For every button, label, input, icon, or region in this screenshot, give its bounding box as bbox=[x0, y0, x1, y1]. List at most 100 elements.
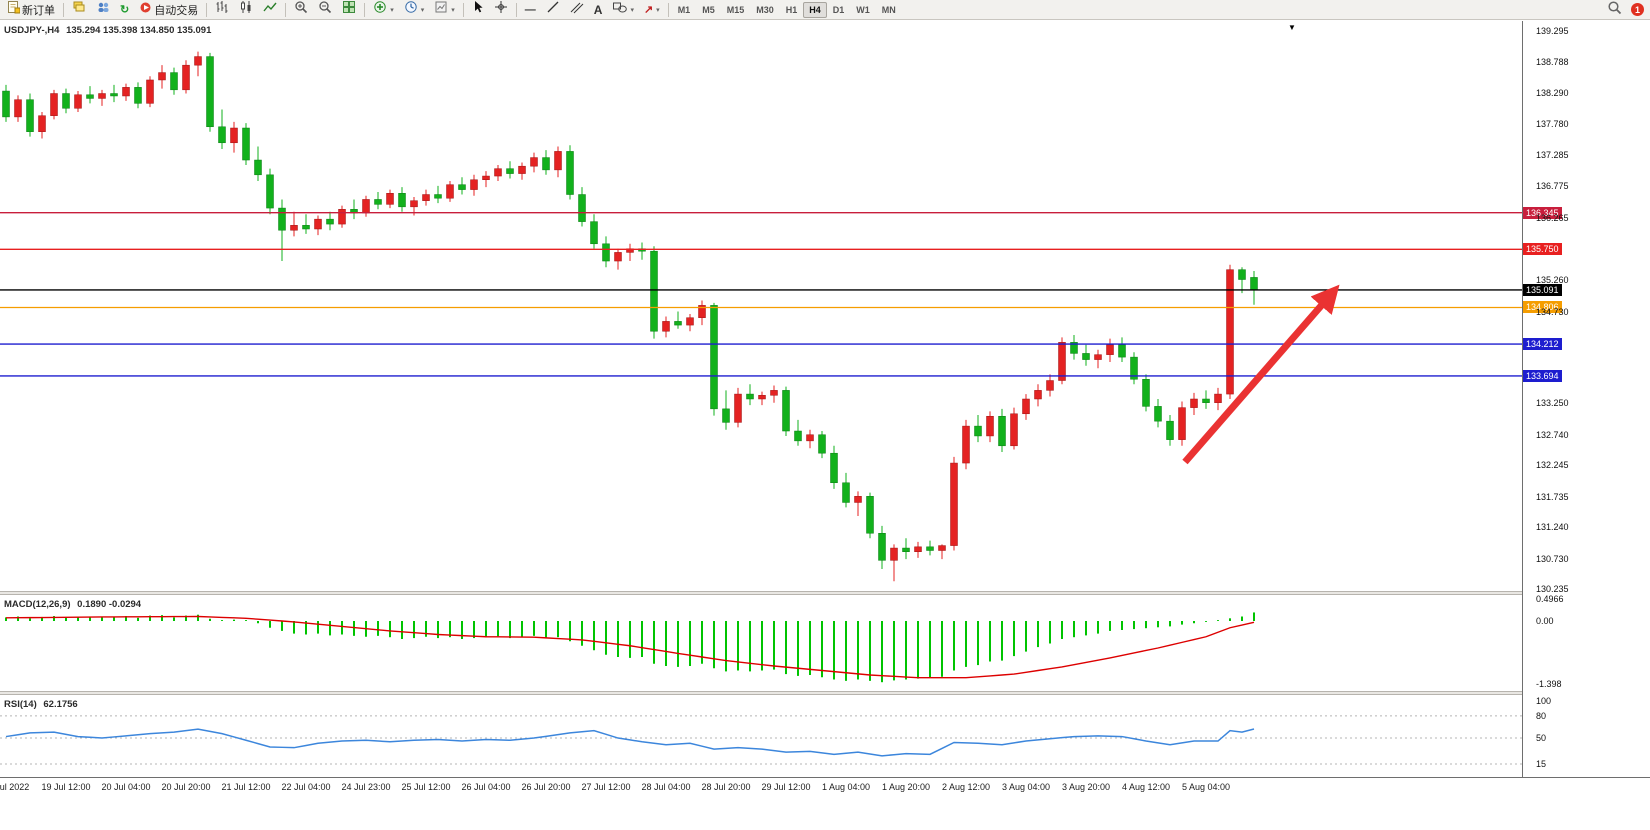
refresh-icon: ↻ bbox=[120, 3, 130, 16]
trendline-icon bbox=[546, 0, 560, 19]
time-tick: 20 Jul 20:00 bbox=[161, 782, 211, 792]
toolbar: 新订单 ↻ 自动交易 bbox=[0, 0, 1650, 20]
search-button[interactable] bbox=[1603, 0, 1626, 20]
price-tick: 136.265 bbox=[1536, 212, 1569, 223]
zoom-out-button[interactable] bbox=[314, 0, 336, 20]
horizontal-line-button[interactable]: — bbox=[521, 0, 540, 20]
auto-trading-label: 自动交易 bbox=[154, 4, 199, 17]
time-tick: 20 Jul 04:00 bbox=[101, 782, 151, 792]
time-axis[interactable]: 18 Jul 2022 19 Jul 12:00 20 Jul 04:00 20 Ju… bbox=[0, 777, 1650, 798]
bar-chart-icon bbox=[215, 0, 229, 19]
time-tick: 26 Jul 04:00 bbox=[461, 782, 511, 792]
indicators-button[interactable]: ▾ bbox=[369, 0, 398, 20]
macd-label: MACD(12,26,9) 0.1890 -0.0294 bbox=[4, 599, 141, 610]
symbol-text: USDJPY-,H4 bbox=[4, 25, 60, 36]
arrows-button[interactable]: ↗ ▾ bbox=[640, 0, 664, 20]
channel-icon bbox=[570, 0, 584, 19]
refresh-button[interactable]: ↻ bbox=[116, 0, 133, 20]
tile-windows-button[interactable] bbox=[338, 0, 360, 20]
timeframe-mn[interactable]: MN bbox=[881, 4, 896, 15]
time-tick: 5 Aug 04:00 bbox=[1181, 782, 1231, 792]
price-line-badge: 134.212 bbox=[1523, 338, 1562, 351]
bar-chart-button[interactable] bbox=[211, 0, 233, 20]
macd-axis[interactable]: 0.4966 0.00 -1.398 bbox=[1522, 593, 1650, 691]
notification-badge[interactable]: 1 bbox=[1631, 3, 1644, 16]
line-chart-button[interactable] bbox=[259, 0, 281, 20]
candlestick-chart[interactable] bbox=[0, 21, 1522, 591]
chart-settings-button[interactable]: ▾ bbox=[430, 0, 459, 20]
time-tick: 18 Jul 2022 bbox=[0, 782, 30, 792]
main-chart-panel[interactable]: USDJPY-,H4 135.294 135.398 134.850 135.0… bbox=[0, 21, 1522, 591]
zoom-in-button[interactable] bbox=[290, 0, 312, 20]
price-axis[interactable] bbox=[1522, 21, 1650, 777]
macd-panel[interactable]: MACD(12,26,9) 0.1890 -0.0294 bbox=[0, 595, 1522, 691]
crosshair-button[interactable] bbox=[490, 0, 512, 20]
macd-tick: 0.4966 bbox=[1536, 593, 1564, 604]
timeframe-h1[interactable]: H1 bbox=[785, 4, 798, 15]
time-tick: 21 Jul 12:00 bbox=[221, 782, 271, 792]
price-tick: 137.780 bbox=[1536, 119, 1569, 130]
main-price-axis[interactable]: 136.345 135.750 135.091 134.806 134.212 133.6… bbox=[1522, 21, 1650, 594]
time-tick: 25 Jul 12:00 bbox=[401, 782, 451, 792]
price-tick: 138.788 bbox=[1536, 57, 1569, 68]
new-order-button[interactable]: 新订单 bbox=[3, 0, 59, 20]
auto-trading-button[interactable]: 自动交易 bbox=[135, 0, 202, 20]
price-tick: 131.240 bbox=[1536, 522, 1569, 533]
shapes-button[interactable]: ▾ bbox=[608, 0, 638, 20]
search-icon bbox=[1607, 0, 1622, 20]
panel-splitter[interactable] bbox=[0, 591, 1650, 595]
time-tick: 1 Aug 04:00 bbox=[821, 782, 871, 792]
rsi-name: RSI(14) bbox=[4, 699, 37, 710]
layers-button[interactable] bbox=[68, 0, 90, 20]
crosshair-icon bbox=[494, 0, 508, 19]
timeframe-m15[interactable]: M15 bbox=[726, 4, 745, 15]
macd-chart[interactable] bbox=[0, 595, 1522, 691]
price-line-badge: 136.345 bbox=[1523, 206, 1562, 219]
rsi-axis[interactable]: 100 80 50 15 bbox=[1522, 695, 1650, 777]
timeframe-m30[interactable]: M30 bbox=[756, 4, 774, 15]
time-tick: 2 Aug 12:00 bbox=[941, 782, 991, 792]
chevron-down-icon: ▾ bbox=[420, 6, 425, 14]
rsi-tick: 80 bbox=[1536, 710, 1547, 721]
price-tick: 138.290 bbox=[1536, 87, 1569, 98]
toolbar-separator bbox=[285, 2, 287, 17]
time-tick: 24 Jul 23:00 bbox=[341, 782, 391, 792]
chevron-down-icon: ▾ bbox=[656, 6, 660, 14]
zoom-out-icon bbox=[318, 0, 332, 19]
chart-symbol-label: USDJPY-,H4 135.294 135.398 134.850 135.0… bbox=[4, 25, 211, 36]
price-tick: 130.730 bbox=[1536, 553, 1569, 564]
auto-trading-icon bbox=[139, 1, 152, 19]
timeframe-m1[interactable]: M1 bbox=[677, 4, 691, 15]
time-tick: 19 Jul 12:00 bbox=[41, 782, 91, 792]
timeframe-h4[interactable]: H4 bbox=[803, 1, 827, 18]
market-watch-icon bbox=[96, 0, 110, 19]
timeframe-d1[interactable]: D1 bbox=[832, 4, 845, 15]
chart-shift-marker[interactable]: ▼ bbox=[1288, 23, 1296, 32]
candlestick-chart-button[interactable] bbox=[235, 0, 257, 20]
timeframe-w1[interactable]: W1 bbox=[856, 4, 870, 15]
periods-button[interactable]: ▾ bbox=[400, 0, 429, 20]
price-tick: 132.740 bbox=[1536, 429, 1569, 440]
price-line-badge: 135.091 bbox=[1523, 283, 1562, 296]
price-tick: 134.730 bbox=[1536, 307, 1569, 318]
text-tool-button[interactable]: A bbox=[590, 0, 607, 20]
rsi-chart[interactable] bbox=[0, 695, 1522, 777]
time-tick: 28 Jul 20:00 bbox=[701, 782, 751, 792]
macd-tick: 0.00 bbox=[1536, 616, 1554, 626]
timeframe-m5[interactable]: M5 bbox=[702, 4, 715, 15]
horizontal-line-icon: — bbox=[524, 3, 536, 16]
panel-splitter[interactable] bbox=[0, 691, 1650, 695]
toolbar-separator bbox=[462, 2, 464, 17]
cursor-button[interactable] bbox=[468, 0, 488, 20]
line-chart-icon bbox=[263, 0, 277, 19]
channel-button[interactable] bbox=[566, 0, 588, 20]
time-tick: 27 Jul 12:00 bbox=[581, 782, 631, 792]
ohlc-values: 135.294 135.398 134.850 135.091 bbox=[66, 25, 212, 36]
market-watch-button[interactable] bbox=[92, 0, 114, 20]
arrows-icon: ↗ bbox=[643, 3, 654, 16]
time-tick: 26 Jul 20:00 bbox=[521, 782, 571, 792]
time-tick: 22 Jul 04:00 bbox=[281, 782, 331, 792]
trendline-button[interactable] bbox=[542, 0, 564, 20]
rsi-panel[interactable]: RSI(14) 62.1756 bbox=[0, 695, 1522, 777]
